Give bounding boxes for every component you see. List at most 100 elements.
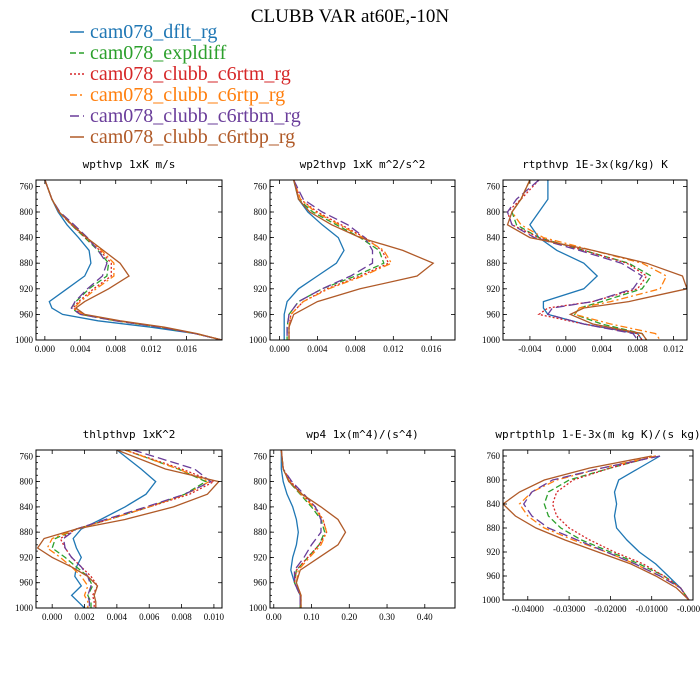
x-tick-label: -0.004: [518, 344, 542, 354]
panel-title: rtpthvp 1E-3x(kg/kg) K: [522, 158, 668, 171]
x-tick-label: 0.010: [204, 612, 225, 622]
y-tick-label: 760: [487, 451, 501, 461]
series-line: [70, 450, 157, 608]
legend-entry: cam078_dflt_rg: [90, 21, 217, 43]
series-line: [44, 180, 222, 340]
series-line: [288, 180, 435, 340]
plot-frame: [502, 179, 688, 341]
y-tick-label: 840: [20, 233, 34, 243]
chart-panel: wp2thvp 1xK m^2/s^2 760 800 840 880 920 960 100…: [249, 158, 456, 354]
legend-entry: cam078_clubb_c6rtbp_rg: [90, 126, 295, 148]
plot-frame: [35, 449, 223, 609]
y-tick-label: 880: [20, 258, 34, 268]
legend-entry: cam078_expldiff: [90, 42, 227, 64]
y-tick-label: 840: [254, 502, 268, 512]
series-line: [280, 450, 322, 608]
series-line: [288, 180, 390, 340]
x-tick-label: 0.016: [176, 344, 197, 354]
series-line: [280, 450, 326, 608]
figure-title: CLUBB VAR at60E,-10N: [251, 6, 450, 27]
y-tick-label: 880: [20, 527, 34, 537]
x-tick-label: 0.000: [35, 344, 56, 354]
x-tick-label: -0.02000: [594, 604, 627, 614]
series-line: [280, 450, 347, 608]
x-tick-label: 0.002: [74, 612, 94, 622]
y-tick-label: 760: [487, 181, 501, 191]
y-tick-label: 1000: [15, 335, 34, 345]
y-tick-label: 760: [254, 181, 268, 191]
y-tick-label: 880: [487, 258, 501, 268]
series-line: [51, 450, 208, 608]
plot-frame: [35, 179, 223, 341]
series-line: [286, 180, 374, 340]
y-tick-label: 840: [487, 233, 501, 243]
series-line: [62, 450, 212, 608]
y-tick-label: 800: [487, 207, 501, 217]
series-line: [59, 450, 216, 608]
series-line: [518, 455, 690, 600]
y-tick-label: 800: [487, 475, 501, 485]
x-tick-label: 0.012: [141, 344, 161, 354]
y-tick-label: 800: [254, 477, 268, 487]
x-tick-label: 0.20: [341, 612, 357, 622]
y-tick-label: 760: [20, 451, 34, 461]
series-line: [506, 180, 644, 340]
series-line: [613, 455, 690, 600]
chart-panel: thlpthvp 1xK^2 760 800 840 880 920 960 1000 0.00…: [15, 428, 225, 622]
x-tick-label: 0.012: [663, 344, 683, 354]
x-tick-label: 0.016: [421, 344, 442, 354]
series-line: [551, 455, 690, 600]
panel-title: wprtpthlp 1-E-3x(m kg K)/(s kg): [495, 428, 700, 441]
plot-frame: [269, 449, 456, 609]
y-tick-label: 760: [20, 181, 34, 191]
y-tick-label: 880: [254, 258, 268, 268]
legend-entry: cam078_clubb_c6rtbm_rg: [90, 105, 301, 127]
x-tick-label: 0.008: [345, 344, 366, 354]
chart-panel: rtpthvp 1E-3x(kg/kg) K 760 800 840 880 920 960…: [482, 158, 688, 354]
x-tick-label: 0.40: [417, 612, 433, 622]
y-tick-label: 920: [487, 547, 501, 557]
y-tick-label: 1000: [482, 595, 501, 605]
legend-entry: cam078_clubb_c6rtp_rg: [90, 84, 285, 106]
y-tick-label: 1000: [249, 603, 268, 613]
y-tick-label: 880: [254, 527, 268, 537]
x-tick-label: 0.10: [304, 612, 320, 622]
series-line: [511, 180, 653, 340]
chart-panels: wpthvp 1xK m/s76080084088092096010000.00…: [15, 158, 700, 622]
chart-panel: wpthvp 1xK m/s76080084088092096010000.00…: [15, 158, 223, 354]
x-tick-label: 0.004: [70, 344, 91, 354]
x-tick-label: 0.000: [269, 344, 290, 354]
y-tick-label: 1000: [482, 335, 501, 345]
x-tick-label: -0.03000: [553, 604, 586, 614]
x-tick-label: 0.012: [383, 344, 403, 354]
panel-title: wp4 1x(m^4)/(s^4): [306, 428, 419, 441]
x-tick-label: 0.00: [266, 612, 282, 622]
y-tick-label: 800: [20, 207, 34, 217]
legend-entry: cam078_clubb_c6rtm_rg: [90, 63, 291, 85]
series-line: [506, 180, 687, 340]
y-tick-label: 800: [254, 207, 268, 217]
plot-frame: [269, 179, 456, 341]
series-line: [522, 455, 690, 600]
series-line: [280, 450, 328, 608]
series-line: [288, 180, 393, 340]
x-tick-label: 0.000: [42, 612, 63, 622]
y-tick-label: 1000: [249, 335, 268, 345]
x-tick-label: 0.008: [171, 612, 192, 622]
panel-title: thlpthvp 1xK^2: [83, 428, 176, 441]
series-line: [280, 450, 328, 608]
x-tick-label: 0.30: [379, 612, 395, 622]
x-tick-label: 0.004: [592, 344, 613, 354]
x-tick-label: -0.00000: [677, 604, 700, 614]
series-line: [36, 450, 221, 608]
plot-frame: [502, 449, 694, 601]
series-line: [506, 180, 648, 340]
y-tick-label: 800: [20, 477, 34, 487]
panel-title: wp2thvp 1xK m^2/s^2: [300, 158, 426, 171]
y-tick-label: 840: [487, 499, 501, 509]
y-tick-label: 1000: [15, 603, 34, 613]
x-tick-label: -0.04000: [512, 604, 545, 614]
y-tick-label: 960: [254, 309, 268, 319]
series-line: [44, 180, 222, 340]
